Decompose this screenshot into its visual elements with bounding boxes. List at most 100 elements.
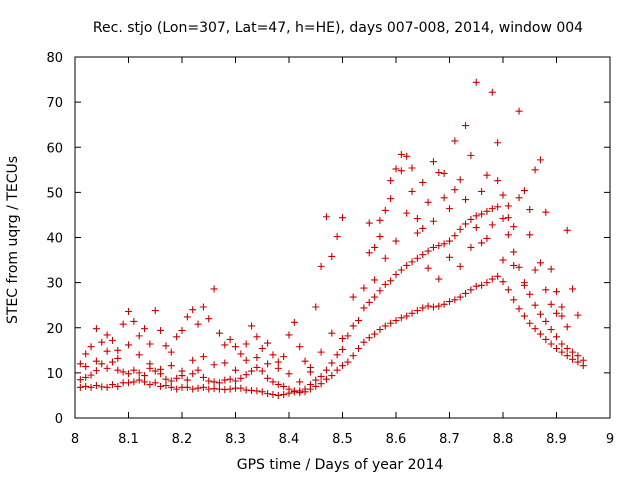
data-point bbox=[194, 320, 202, 328]
y-tick-label: 20 bbox=[46, 322, 63, 337]
data-point bbox=[344, 332, 352, 340]
data-point bbox=[542, 286, 550, 294]
data-point bbox=[376, 216, 384, 224]
x-tick-label: 8.3 bbox=[225, 432, 246, 447]
y-tick-label: 60 bbox=[46, 141, 63, 156]
data-point bbox=[371, 276, 379, 284]
data-point bbox=[333, 233, 341, 241]
data-point bbox=[531, 325, 539, 333]
data-point bbox=[344, 358, 352, 366]
data-point bbox=[82, 373, 90, 381]
data-point bbox=[510, 223, 518, 231]
data-point bbox=[103, 331, 111, 339]
data-point bbox=[189, 356, 197, 364]
data-point bbox=[467, 286, 475, 294]
data-point bbox=[258, 345, 266, 353]
data-point bbox=[510, 296, 518, 304]
data-point bbox=[141, 378, 149, 386]
data-point bbox=[381, 206, 389, 214]
data-point bbox=[392, 271, 400, 279]
data-point bbox=[349, 322, 357, 330]
data-point bbox=[397, 266, 405, 274]
data-point bbox=[536, 330, 544, 338]
axes: 8 8.1 8.2 8.3 8.4 8.5 8.6 8.7 8.8 8.9 9 0 10 20 30 40 50… bbox=[46, 51, 614, 447]
data-point bbox=[285, 331, 293, 339]
x-tick-label: 8 bbox=[71, 432, 79, 447]
data-point bbox=[248, 322, 256, 330]
data-point bbox=[296, 389, 304, 397]
data-point bbox=[280, 353, 288, 361]
data-point bbox=[108, 336, 116, 344]
data-point bbox=[92, 367, 100, 375]
data-point bbox=[520, 281, 528, 289]
data-point bbox=[387, 177, 395, 185]
data-point bbox=[451, 137, 459, 145]
data-point bbox=[371, 243, 379, 251]
data-point bbox=[339, 362, 346, 370]
data-point bbox=[413, 215, 421, 223]
data-point bbox=[328, 359, 336, 367]
data-point bbox=[306, 381, 314, 389]
data-point bbox=[547, 340, 555, 348]
data-point bbox=[178, 326, 186, 334]
data-point bbox=[547, 326, 555, 334]
data-point bbox=[488, 221, 496, 229]
data-point bbox=[274, 364, 282, 372]
data-point bbox=[365, 249, 373, 257]
data-point bbox=[269, 391, 277, 399]
data-point bbox=[413, 307, 421, 315]
data-point bbox=[135, 376, 143, 384]
data-point bbox=[563, 323, 571, 331]
data-point bbox=[82, 382, 90, 390]
data-point bbox=[355, 345, 363, 353]
data-point bbox=[424, 247, 432, 255]
data-point bbox=[317, 372, 325, 380]
data-point bbox=[92, 382, 100, 390]
data-point bbox=[162, 375, 170, 383]
data-point bbox=[199, 383, 207, 391]
data-point bbox=[579, 356, 587, 364]
x-tick-label: 8.4 bbox=[279, 432, 300, 447]
data-point bbox=[440, 169, 448, 177]
data-point bbox=[125, 379, 132, 387]
data-point bbox=[515, 107, 523, 115]
data-point bbox=[408, 309, 416, 317]
data-point bbox=[494, 272, 502, 280]
data-point bbox=[119, 368, 127, 376]
data-point bbox=[403, 261, 411, 269]
data-point bbox=[306, 363, 314, 371]
data-point bbox=[274, 391, 282, 399]
data-point bbox=[183, 376, 191, 384]
data-point bbox=[553, 333, 560, 341]
x-tick-label: 8.8 bbox=[493, 432, 514, 447]
data-point bbox=[526, 206, 534, 214]
data-point bbox=[483, 207, 491, 215]
data-point bbox=[526, 319, 534, 327]
y-tick-label: 40 bbox=[46, 232, 63, 247]
data-point bbox=[253, 387, 261, 395]
data-point bbox=[173, 374, 181, 382]
data-point bbox=[98, 360, 106, 368]
data-point bbox=[167, 383, 175, 391]
x-tick-label: 8.9 bbox=[546, 432, 567, 447]
data-point bbox=[413, 229, 421, 237]
data-point bbox=[403, 152, 411, 160]
data-point bbox=[547, 300, 555, 308]
data-point bbox=[472, 282, 480, 290]
data-point bbox=[322, 213, 330, 221]
data-point bbox=[467, 215, 475, 223]
data-point bbox=[553, 345, 560, 353]
data-point bbox=[478, 187, 486, 195]
data-point bbox=[167, 362, 175, 370]
data-point bbox=[392, 317, 400, 325]
y-tick-label: 0 bbox=[55, 412, 63, 427]
data-point bbox=[151, 367, 159, 375]
data-point bbox=[328, 252, 336, 260]
data-point bbox=[553, 309, 560, 317]
data-point bbox=[215, 379, 223, 387]
data-point bbox=[317, 380, 325, 388]
data-point bbox=[440, 300, 448, 308]
data-point bbox=[339, 345, 346, 353]
data-point bbox=[429, 217, 437, 225]
